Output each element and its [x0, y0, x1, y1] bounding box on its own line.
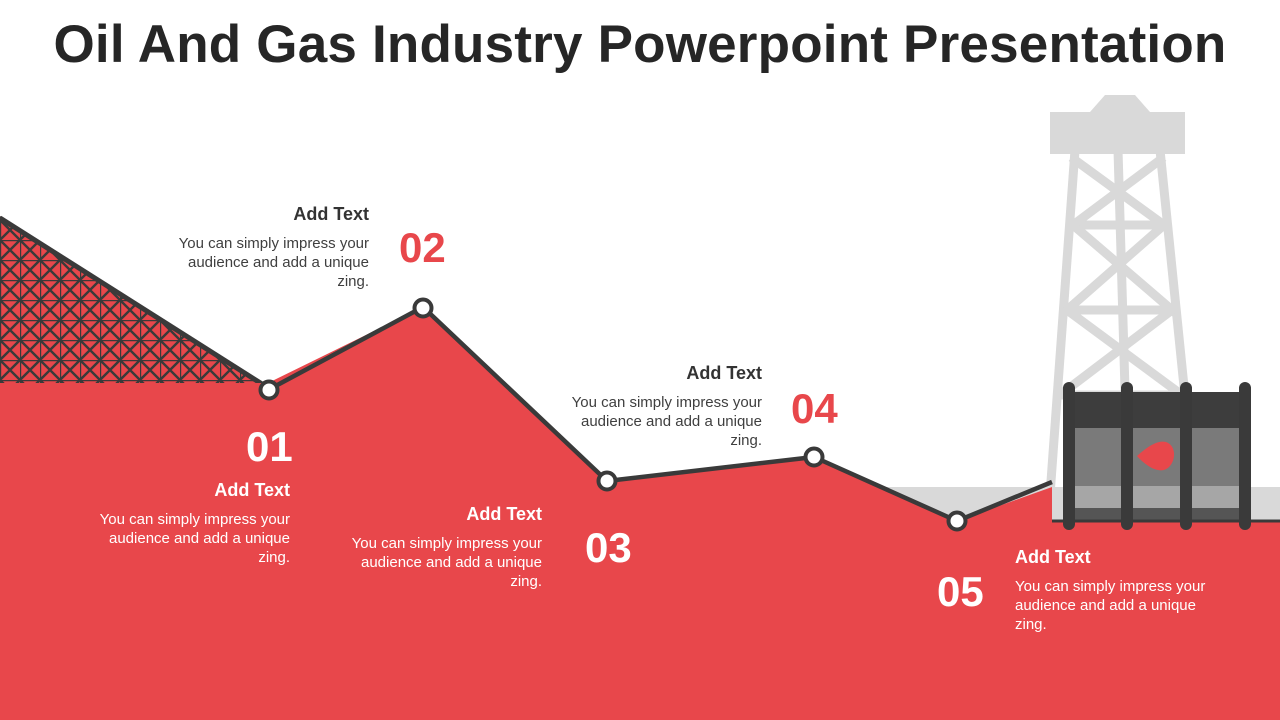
step-04-text: Add Text You can simply impress your aud… — [562, 363, 762, 450]
marker-01 — [258, 379, 280, 401]
step-03-number: 03 — [585, 524, 632, 571]
step-01-heading: Add Text — [214, 480, 290, 500]
step-03-body: You can simply impress your audience and… — [351, 535, 542, 590]
marker-04 — [803, 446, 825, 468]
step-05-body: You can simply impress your audience and… — [1015, 578, 1206, 633]
marker-03 — [596, 470, 618, 492]
step-02-text: Add Text You can simply impress your aud… — [169, 204, 369, 291]
step-02-heading: Add Text — [293, 204, 369, 224]
step-01-number: 01 — [246, 423, 293, 470]
trend-line — [266, 304, 1053, 524]
oil-derrick-icon — [1045, 145, 1200, 500]
step-05-text: Add Text You can simply impress your aud… — [1015, 547, 1215, 634]
lattice-hill-edge — [0, 215, 264, 387]
step-02-number: 02 — [399, 224, 446, 271]
oil-drop-icon — [1137, 441, 1175, 471]
red-terrain — [0, 307, 1280, 720]
derrick-crown-icon — [1050, 95, 1185, 154]
marker-05 — [946, 510, 968, 532]
step-03-text: Add Text You can simply impress your aud… — [342, 504, 542, 591]
step-04-number: 04 — [791, 385, 838, 432]
step-04-body: You can simply impress your audience and… — [571, 394, 762, 449]
step-05-heading: Add Text — [1015, 547, 1091, 567]
page-title: Oil And Gas Industry Powerpoint Presenta… — [53, 15, 1227, 74]
step-01-text: Add Text You can simply impress your aud… — [90, 480, 290, 567]
step-04-heading: Add Text — [686, 363, 762, 383]
step-02-body: You can simply impress your audience and… — [178, 235, 369, 290]
step-03-heading: Add Text — [466, 504, 542, 524]
step-01-body: You can simply impress your audience and… — [99, 511, 290, 566]
oil-barrel-icon — [1063, 382, 1251, 530]
step-05-number: 05 — [937, 568, 984, 615]
marker-02 — [412, 297, 434, 319]
